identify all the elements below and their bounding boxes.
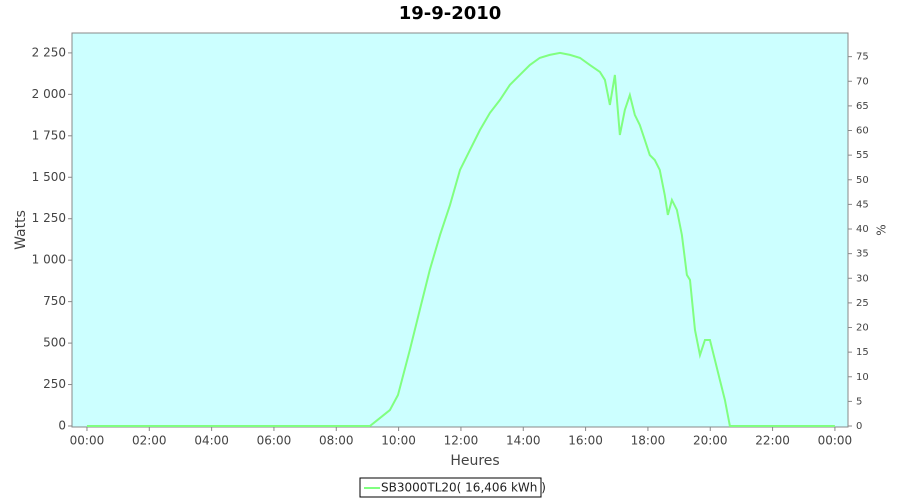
x-tick-label: 20:00 xyxy=(693,434,728,448)
y2-tick-label: 20 xyxy=(856,323,869,334)
y-tick-label: 250 xyxy=(43,377,66,391)
y-tick-label: 1 500 xyxy=(32,170,66,184)
y2-tick-label: 0 xyxy=(856,421,862,432)
x-tick-label: 12:00 xyxy=(444,434,479,448)
y2-tick-label: 30 xyxy=(856,273,869,284)
y2-tick-label: 75 xyxy=(856,52,869,63)
x-tick-label: 00:00 xyxy=(818,434,853,448)
x-tick-label: 08:00 xyxy=(319,434,354,448)
y2-tick-label: 50 xyxy=(856,175,869,186)
x-tick-label: 00:00 xyxy=(70,434,105,448)
y-tick-label: 1 250 xyxy=(32,211,66,225)
legend-label: SB3000TL20( 16,406 kWh ) xyxy=(381,481,546,495)
y-tick-label: 2 000 xyxy=(32,87,66,101)
x-tick-label: 02:00 xyxy=(132,434,167,448)
y-tick-label: 750 xyxy=(43,294,66,308)
x-tick-label: 14:00 xyxy=(506,434,541,448)
y-axis-label: Watts xyxy=(13,210,29,250)
y-tick-label: 500 xyxy=(43,336,66,350)
y-tick-label: 0 xyxy=(58,419,66,433)
data-line xyxy=(86,51,835,428)
y2-tick-label: 15 xyxy=(856,347,869,358)
y2-tick-label: 35 xyxy=(856,249,869,260)
y2-tick-label: 70 xyxy=(856,76,869,87)
x-tick-label: 22:00 xyxy=(755,434,790,448)
y2-tick-label: 5 xyxy=(856,396,862,407)
y-tick-label: 1 000 xyxy=(32,253,66,267)
legend-box xyxy=(359,477,542,498)
x-tick-label: 10:00 xyxy=(381,434,416,448)
x-tick-label: 16:00 xyxy=(568,434,603,448)
plot-area xyxy=(71,32,849,428)
y2-axis-label: % xyxy=(875,224,889,235)
y2-tick-label: 65 xyxy=(856,101,869,112)
y2-tick-label: 55 xyxy=(856,150,869,161)
x-tick-label: 04:00 xyxy=(194,434,229,448)
y2-tick-label: 40 xyxy=(856,224,869,235)
y2-tick-label: 25 xyxy=(856,298,869,309)
chart-title: 19-9-2010 xyxy=(399,3,502,24)
y2-tick-label: 45 xyxy=(856,199,869,210)
y2-tick-label: 60 xyxy=(856,126,869,137)
y-tick-label: 2 250 xyxy=(32,45,66,59)
x-tick-label: 06:00 xyxy=(257,434,292,448)
y-tick-label: 1 750 xyxy=(32,128,66,142)
y2-tick-label: 10 xyxy=(856,372,869,383)
x-tick-label: 18:00 xyxy=(631,434,666,448)
x-axis-label: Heures xyxy=(450,453,499,469)
